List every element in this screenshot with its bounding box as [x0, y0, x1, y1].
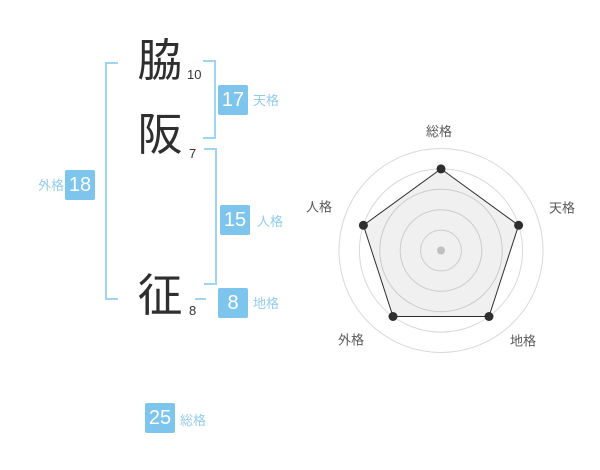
radar-ring — [420, 229, 462, 272]
gaikaku-value-badge: 18 — [65, 170, 95, 200]
chikaku-label: 地格 — [253, 296, 280, 311]
tenkaku-bracket — [203, 60, 216, 139]
radar-ring — [338, 148, 544, 353]
tenkaku-label: 天格 — [253, 93, 280, 108]
name-character: 脇 — [137, 34, 183, 86]
radar-axis-label: 地格 — [510, 334, 536, 349]
jinkaku-value-badge: 15 — [220, 205, 250, 235]
tenkaku-value-badge: 17 — [218, 85, 248, 115]
gaikaku-bracket — [105, 62, 118, 300]
jinkaku-label: 人格 — [257, 214, 284, 229]
radar-data-point — [514, 220, 524, 230]
chikaku-tick — [195, 298, 206, 300]
stroke-count: 7 — [189, 146, 197, 161]
radar-axis-label: 総格 — [426, 124, 452, 139]
soukaku-value-badge: 25 — [145, 403, 175, 433]
name-character: 阪 — [137, 108, 183, 160]
stroke-count: 8 — [189, 303, 197, 318]
name-character: 征 — [137, 269, 183, 321]
radar-data-point — [358, 220, 368, 230]
stroke-count: 10 — [187, 67, 202, 82]
gaikaku-label: 外格 — [38, 178, 65, 193]
radar-center-dot — [437, 246, 445, 255]
radar-ring — [399, 209, 483, 292]
radar-data-point — [388, 312, 398, 321]
radar-data-point — [436, 164, 446, 174]
radar-axis-label: 天格 — [549, 201, 575, 216]
chikaku-value-badge: 8 — [218, 288, 248, 318]
radar-axis-label: 人格 — [306, 200, 332, 215]
radar-ring — [379, 188, 503, 313]
radar-data-polygon — [362, 168, 520, 317]
soukaku-label: 総格 — [180, 413, 207, 428]
radar-axis-label: 外格 — [338, 333, 364, 348]
radar-data-point — [484, 312, 494, 321]
jinkaku-bracket — [204, 148, 217, 285]
